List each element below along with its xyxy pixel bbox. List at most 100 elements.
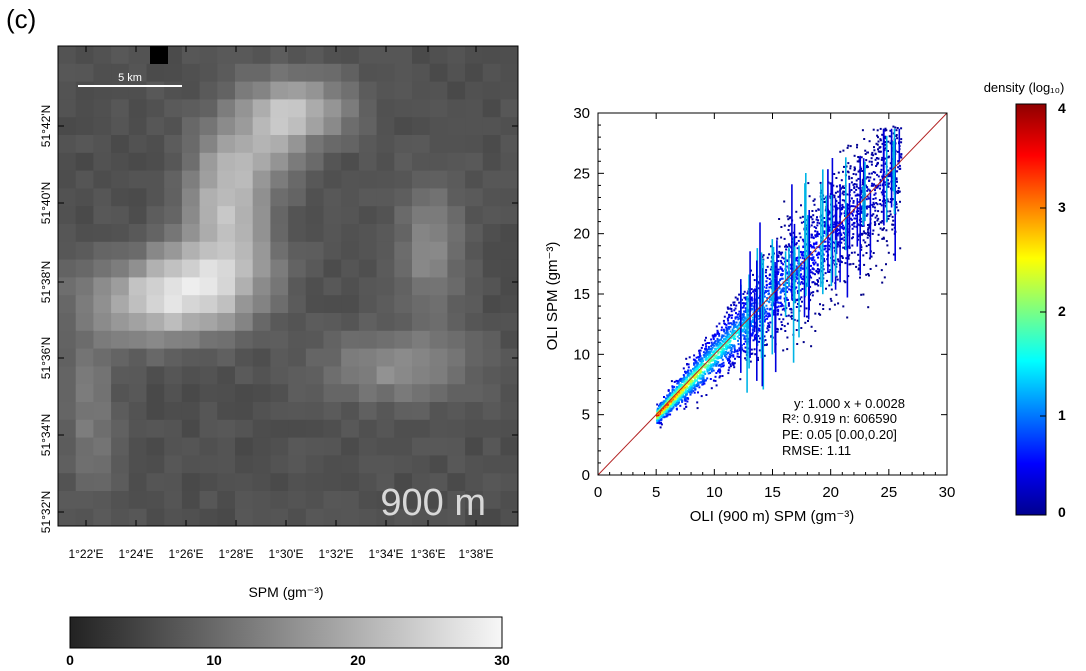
scatter-point bbox=[807, 182, 810, 185]
scatter-point bbox=[891, 198, 894, 200]
map-pixel bbox=[323, 81, 342, 100]
scatter-point bbox=[710, 341, 713, 344]
map-pixel bbox=[252, 455, 271, 474]
map-pixel bbox=[181, 117, 201, 136]
scatter-point bbox=[670, 394, 673, 397]
map-pixel bbox=[288, 170, 307, 189]
scatter-point bbox=[724, 338, 727, 340]
scatter-point bbox=[719, 338, 722, 341]
scatter-point bbox=[843, 190, 846, 193]
scatter-point bbox=[723, 330, 726, 333]
scatter-point bbox=[731, 362, 734, 365]
scatter-point bbox=[768, 286, 771, 289]
map-pixel bbox=[199, 206, 218, 225]
scatter-point bbox=[801, 282, 804, 285]
map-pixel bbox=[482, 437, 502, 456]
map-pixel bbox=[500, 99, 518, 118]
scatter-point bbox=[896, 180, 898, 183]
scatter-y-tick-label: 5 bbox=[582, 407, 590, 424]
scatter-point bbox=[853, 183, 856, 185]
scatter-point bbox=[782, 349, 785, 352]
scatter-point bbox=[769, 281, 772, 284]
scatter-point bbox=[707, 348, 710, 350]
scatter-point bbox=[892, 223, 895, 226]
map-pixel bbox=[235, 99, 254, 118]
scatter-point bbox=[731, 328, 734, 331]
map-pixel bbox=[288, 63, 307, 83]
scatter-point bbox=[742, 321, 745, 324]
map-pixel bbox=[181, 313, 201, 332]
map-pixel bbox=[164, 313, 183, 332]
scatter-point bbox=[765, 304, 768, 307]
scatter-point bbox=[868, 140, 871, 143]
map-frame bbox=[57, 45, 519, 527]
scatter-point bbox=[750, 302, 753, 305]
scatter-point bbox=[824, 223, 827, 226]
scatter-point bbox=[849, 217, 852, 220]
scatter-point bbox=[819, 303, 821, 306]
scatter-point bbox=[700, 377, 703, 380]
map-pixel bbox=[199, 63, 218, 83]
map-pixel bbox=[288, 508, 307, 526]
scatter-point bbox=[752, 328, 754, 331]
scatter-point bbox=[848, 254, 851, 257]
scatter-point bbox=[875, 186, 877, 189]
scatter-point bbox=[708, 367, 711, 370]
scatter-x-tick-label: 10 bbox=[706, 484, 723, 501]
scatter-point bbox=[757, 335, 760, 337]
scatter-point bbox=[827, 241, 830, 244]
scatter-point bbox=[672, 386, 675, 389]
scatter-point bbox=[789, 308, 792, 311]
map-pixel bbox=[305, 99, 325, 118]
map-pixel bbox=[482, 455, 502, 474]
scatter-point bbox=[675, 388, 678, 391]
scatter-point bbox=[871, 232, 874, 235]
map-pixel bbox=[412, 81, 431, 100]
map-pixel bbox=[447, 313, 466, 332]
scatter-point bbox=[818, 277, 821, 280]
scatter-point bbox=[824, 240, 827, 243]
map-pixel bbox=[146, 437, 165, 456]
scatter-point bbox=[681, 391, 684, 393]
map-pixel bbox=[358, 152, 378, 172]
map-pixel bbox=[93, 295, 112, 314]
scatter-point bbox=[697, 366, 700, 369]
map-pixel bbox=[181, 259, 201, 278]
scatter-point bbox=[790, 267, 792, 270]
map-pixel bbox=[447, 473, 466, 492]
scatter-point bbox=[780, 262, 783, 265]
scatter-point bbox=[754, 315, 757, 318]
scatter-point bbox=[816, 216, 818, 219]
map-pixel bbox=[341, 366, 360, 385]
map-pixel bbox=[447, 437, 466, 456]
map-pixel bbox=[465, 473, 484, 492]
scatter-point bbox=[758, 340, 760, 343]
scatter-point bbox=[659, 415, 662, 418]
scatter-point bbox=[795, 306, 798, 308]
scatter-point bbox=[687, 363, 690, 366]
scatter-point bbox=[828, 244, 830, 247]
map-pixel bbox=[217, 277, 236, 296]
scatter-point bbox=[750, 269, 752, 272]
scatter-point bbox=[691, 380, 694, 382]
map-pixel bbox=[358, 241, 378, 261]
scatter-point bbox=[851, 223, 854, 226]
scatter-point bbox=[753, 335, 756, 338]
scatter-point bbox=[675, 379, 678, 382]
map-pixel bbox=[358, 117, 378, 136]
map-pixel bbox=[75, 437, 94, 456]
scatter-point bbox=[787, 314, 790, 317]
scatter-point bbox=[734, 350, 736, 353]
map-pixel bbox=[412, 508, 431, 526]
map-pixel bbox=[341, 491, 360, 510]
scatter-point bbox=[680, 377, 683, 380]
scatter-point bbox=[838, 232, 841, 235]
scatter-point bbox=[742, 313, 745, 316]
scatter-point bbox=[737, 331, 739, 334]
map-pixel bbox=[305, 455, 325, 474]
map-pixel bbox=[252, 419, 271, 439]
scatter-point bbox=[741, 323, 744, 326]
map-pixel bbox=[305, 188, 325, 207]
map-pixel bbox=[164, 99, 183, 118]
map-pixel bbox=[341, 152, 360, 172]
